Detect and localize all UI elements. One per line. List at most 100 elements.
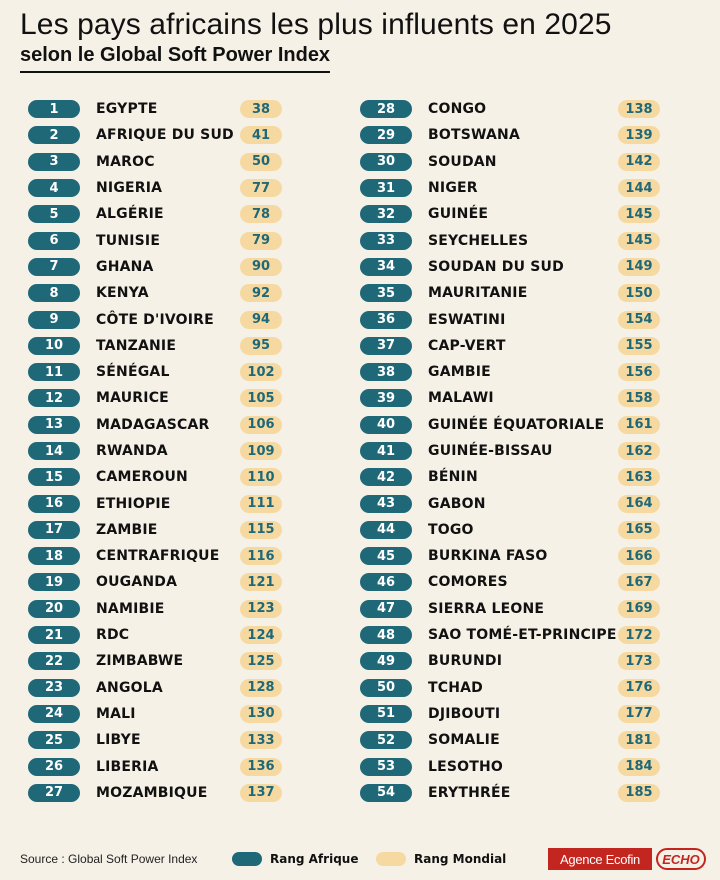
table-row: 46 COMORES 167 — [360, 569, 690, 595]
africa-rank-badge: 27 — [28, 783, 80, 802]
world-rank-badge: 102 — [240, 363, 282, 382]
table-row: 37 CAP-VERT 155 — [360, 333, 690, 359]
country-name: CÔTE D'IVOIRE — [96, 311, 214, 328]
world-rank-badge: 50 — [240, 152, 282, 171]
world-rank-badge: 41 — [240, 126, 282, 145]
world-rank-badge: 128 — [240, 678, 282, 697]
world-rank-badge: 111 — [240, 494, 282, 513]
table-row: 45 BURKINA FASO 166 — [360, 543, 690, 569]
country-name: NAMIBIE — [96, 600, 165, 617]
table-row: 2 AFRIQUE DU SUD 41 — [28, 122, 358, 148]
table-row: 4 NIGERIA 77 — [28, 175, 358, 201]
africa-rank-badge: 22 — [28, 652, 80, 671]
ranking-column-right: 28 CONGO 138 29 BOTSWANA 139 30 SOUDAN 142 31 NIGE… — [360, 96, 690, 806]
footer: Source : Global Soft Power Index Rang Af… — [0, 842, 720, 878]
table-row: 15 CAMEROUN 110 — [28, 464, 358, 490]
world-rank-badge: 184 — [618, 757, 660, 776]
africa-rank-badge: 17 — [28, 520, 80, 539]
country-name: ETHIOPIE — [96, 495, 171, 512]
echo-logo-text: ECHO — [662, 851, 700, 867]
country-name: MALAWI — [428, 390, 494, 407]
table-row: 36 ESWATINI 154 — [360, 306, 690, 332]
africa-rank-badge: 14 — [28, 442, 80, 460]
country-name: TOGO — [428, 521, 474, 538]
africa-rank-badge: 29 — [360, 126, 412, 145]
africa-rank-badge: 30 — [360, 152, 412, 171]
table-row: 7 GHANA 90 — [28, 254, 358, 280]
table-row: 31 NIGER 144 — [360, 175, 690, 201]
country-name: AFRIQUE DU SUD — [96, 127, 234, 144]
country-name: MAURITANIE — [428, 285, 528, 302]
table-row: 50 TCHAD 176 — [360, 675, 690, 701]
table-row: 20 NAMIBIE 123 — [28, 596, 358, 622]
legend-swatch-world — [376, 852, 406, 866]
country-name: BURKINA FASO — [428, 548, 548, 565]
table-row: 23 ANGOLA 128 — [28, 675, 358, 701]
africa-rank-badge: 10 — [28, 336, 80, 355]
ranking-column-left: 1 EGYPTE 38 2 AFRIQUE DU SUD 41 3 MAROC 50 4 NIGER… — [28, 96, 358, 806]
africa-rank-badge: 48 — [360, 626, 412, 645]
table-row: 41 GUINÉE-BISSAU 162 — [360, 438, 690, 464]
world-rank-badge: 110 — [240, 468, 282, 487]
world-rank-badge: 133 — [240, 731, 282, 750]
world-rank-badge: 105 — [240, 389, 282, 408]
world-rank-badge: 144 — [618, 179, 660, 198]
table-row: 52 SOMALIE 181 — [360, 727, 690, 753]
africa-rank-badge: 28 — [360, 100, 412, 119]
world-rank-badge: 166 — [618, 547, 660, 566]
legend-label-world: Rang Mondial — [414, 852, 507, 866]
africa-rank-badge: 31 — [360, 179, 412, 198]
country-name: SÉNÉGAL — [96, 364, 170, 381]
world-rank-badge: 90 — [240, 257, 282, 276]
table-row: 8 KENYA 92 — [28, 280, 358, 306]
country-name: NIGER — [428, 180, 478, 197]
country-name: ZAMBIE — [96, 521, 158, 538]
country-name: BURUNDI — [428, 653, 503, 670]
africa-rank-badge: 42 — [360, 468, 412, 487]
africa-rank-badge: 40 — [360, 415, 412, 434]
country-name: ESWATINI — [428, 311, 506, 328]
africa-rank-badge: 8 — [28, 284, 80, 303]
world-rank-badge: 142 — [618, 152, 660, 171]
africa-rank-badge: 54 — [360, 783, 412, 802]
world-rank-badge: 116 — [240, 547, 282, 566]
africa-rank-badge: 7 — [28, 257, 80, 276]
table-row: 48 SAO TOMÉ-ET-PRINCIPE 172 — [360, 622, 690, 648]
table-row: 16 ETHIOPIE 111 — [28, 490, 358, 516]
world-rank-badge: 172 — [618, 626, 660, 645]
table-row: 34 SOUDAN DU SUD 149 — [360, 254, 690, 280]
agence-ecofin-logo: Agence Ecofin — [548, 848, 652, 870]
africa-rank-badge: 4 — [28, 179, 80, 198]
world-rank-badge: 124 — [240, 626, 282, 645]
table-row: 54 ERYTHRÉE 185 — [360, 780, 690, 806]
table-row: 39 MALAWI 158 — [360, 385, 690, 411]
africa-rank-badge: 38 — [360, 363, 412, 382]
table-row: 22 ZIMBABWE 125 — [28, 648, 358, 674]
table-row: 27 MOZAMBIQUE 137 — [28, 780, 358, 806]
table-row: 38 GAMBIE 156 — [360, 359, 690, 385]
table-row: 47 SIERRA LEONE 169 — [360, 596, 690, 622]
agence-ecofin-logo-text: Agence Ecofin — [560, 851, 640, 867]
country-name: SEYCHELLES — [428, 232, 529, 249]
africa-rank-badge: 37 — [360, 336, 412, 355]
africa-rank-badge: 34 — [360, 257, 412, 276]
country-name: GUINÉE-BISSAU — [428, 443, 553, 459]
country-name: MAURICE — [96, 390, 169, 407]
country-name: MOZAMBIQUE — [96, 784, 208, 801]
world-rank-badge: 130 — [240, 704, 282, 723]
table-row: 44 TOGO 165 — [360, 517, 690, 543]
country-name: MAROC — [96, 153, 155, 170]
world-rank-badge: 123 — [240, 599, 282, 618]
legend-rank-world: Rang Mondial — [376, 852, 506, 866]
table-row: 5 ALGÉRIE 78 — [28, 201, 358, 227]
country-name: LIBERIA — [96, 758, 159, 775]
table-row: 35 MAURITANIE 150 — [360, 280, 690, 306]
world-rank-badge: 77 — [240, 179, 282, 198]
country-name: LESOTHO — [428, 758, 504, 775]
world-rank-badge: 38 — [240, 100, 282, 119]
africa-rank-badge: 36 — [360, 310, 412, 329]
africa-rank-badge: 41 — [360, 442, 412, 460]
country-name: ALGÉRIE — [96, 206, 164, 223]
table-row: 11 SÉNÉGAL 102 — [28, 359, 358, 385]
africa-rank-badge: 32 — [360, 205, 412, 224]
